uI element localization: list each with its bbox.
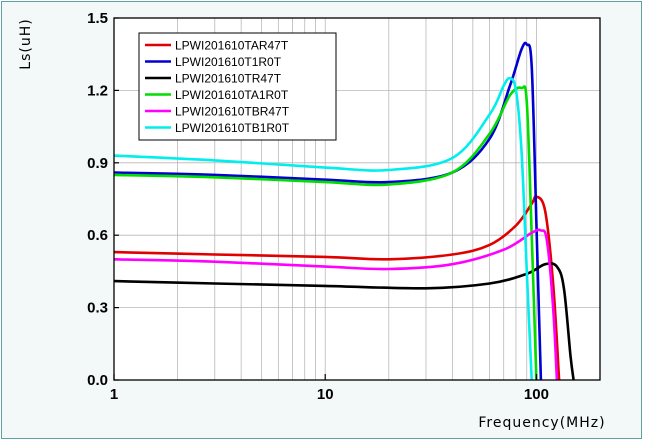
- y-tick-label: 1.2: [87, 82, 108, 99]
- legend-box: [138, 32, 337, 141]
- series-line: [113, 85, 538, 381]
- y-tick-label: 0.0: [87, 372, 108, 389]
- legend-label: LPWI201610TA1R0T: [175, 88, 289, 102]
- y-axis-title: Ls(uH): [18, 18, 34, 69]
- x-tick-label: 10: [317, 386, 334, 403]
- legend-label: LPWI201610TBR47T: [175, 105, 290, 119]
- plot-border: [113, 17, 601, 381]
- x-tick-label: 1: [110, 386, 118, 403]
- legend-label: LPWI201610TAR47T: [175, 39, 289, 53]
- legend-label: LPWI201610TR47T: [175, 72, 282, 86]
- series-line: [113, 262, 575, 381]
- legend: LPWI201610TAR47T LPWI201610T1R0T LPWI20161…: [138, 32, 337, 141]
- legend-label: LPWI201610T1R0T: [175, 55, 282, 69]
- series-line: [113, 76, 533, 381]
- y-tick-label: 0.9: [87, 155, 108, 172]
- series-line: [113, 228, 559, 381]
- y-tick-label: 0.6: [87, 227, 108, 244]
- y-tick-label: 1.5: [87, 10, 108, 27]
- series-lines: [113, 41, 575, 381]
- axes: 0.0 0.3 0.6 0.9 1.2 1.5 1 10 100: [87, 10, 601, 403]
- series-line: [113, 195, 561, 381]
- legend-label: LPWI201610TB1R0T: [175, 121, 290, 135]
- x-axis-title: Frequency(MHz): [478, 415, 605, 431]
- x-tick-label: 100: [524, 386, 549, 403]
- y-tick-label: 0.3: [87, 300, 108, 317]
- series-line: [113, 41, 543, 381]
